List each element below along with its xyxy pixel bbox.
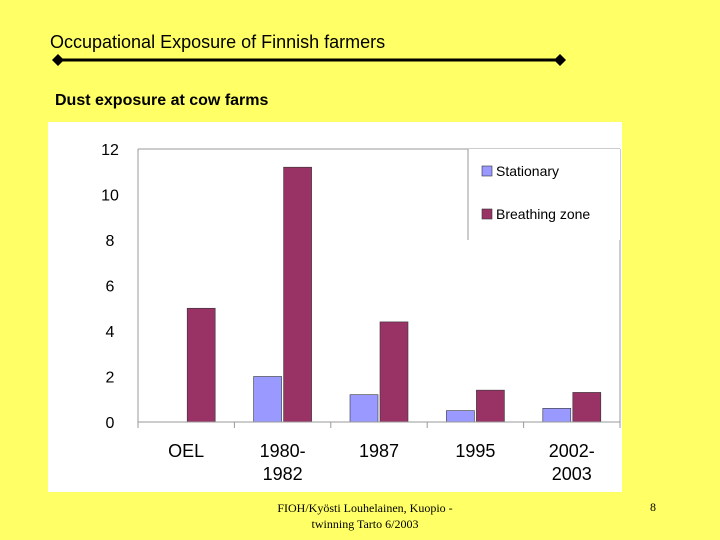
y-tick-label: 0 <box>106 415 115 432</box>
x-tick-label: 1995 <box>455 441 495 461</box>
chart-legend: Stationary Breathing zone <box>467 149 620 240</box>
bar-stationary <box>253 376 282 423</box>
x-axis-tick-marks <box>137 422 621 428</box>
x-tick-label: 1980-1982 <box>260 441 306 484</box>
chart-area: 0 2 4 6 8 10 12 OEL 1980-1982 1987 1995 2002-2003 … <box>48 122 622 492</box>
y-axis-ticks: 0 2 4 6 8 10 12 <box>101 142 119 432</box>
x-tick-label: 1987 <box>359 441 399 461</box>
legend-label: Stationary <box>496 163 559 179</box>
bar-stationary <box>542 408 572 423</box>
y-tick-label: 4 <box>106 324 115 341</box>
y-tick-label: 2 <box>106 370 115 387</box>
x-tick-label: 2002-2003 <box>549 441 595 484</box>
slide-title: Occupational Exposure of Finnish farmers <box>50 32 386 52</box>
y-tick-label: 6 <box>106 279 115 296</box>
y-tick-label: 12 <box>101 142 119 159</box>
y-tick-label: 8 <box>106 233 115 250</box>
bar-breathing-zone <box>379 321 409 423</box>
x-axis-labels: OEL 1980-1982 1987 1995 2002-2003 <box>168 441 595 484</box>
bar-breathing-zone <box>572 392 602 423</box>
legend-swatch <box>481 165 493 177</box>
title-rule <box>52 54 566 66</box>
bar-stationary <box>446 410 475 423</box>
chart-subtitle: Dust exposure at cow farms <box>55 92 269 109</box>
bar-stationary <box>349 394 379 423</box>
legend-box <box>468 149 620 240</box>
bar-breathing-zone <box>283 166 312 423</box>
page-number: 8 <box>650 500 656 514</box>
footer-credit: FIOH/Kyösti Louhelainen, Kuopio - twinni… <box>250 500 480 532</box>
bar-breathing-zone <box>476 389 505 423</box>
footer-credit-line-1: FIOH/Kyösti Louhelainen, Kuopio - <box>277 501 453 515</box>
legend-swatch <box>481 208 493 220</box>
y-tick-label: 10 <box>101 188 119 205</box>
bar-breathing-zone <box>186 307 216 423</box>
legend-label: Breathing zone <box>496 206 590 222</box>
x-tick-label: OEL <box>168 441 204 461</box>
footer-credit-line-2: twinning Tarto 6/2003 <box>311 517 419 531</box>
